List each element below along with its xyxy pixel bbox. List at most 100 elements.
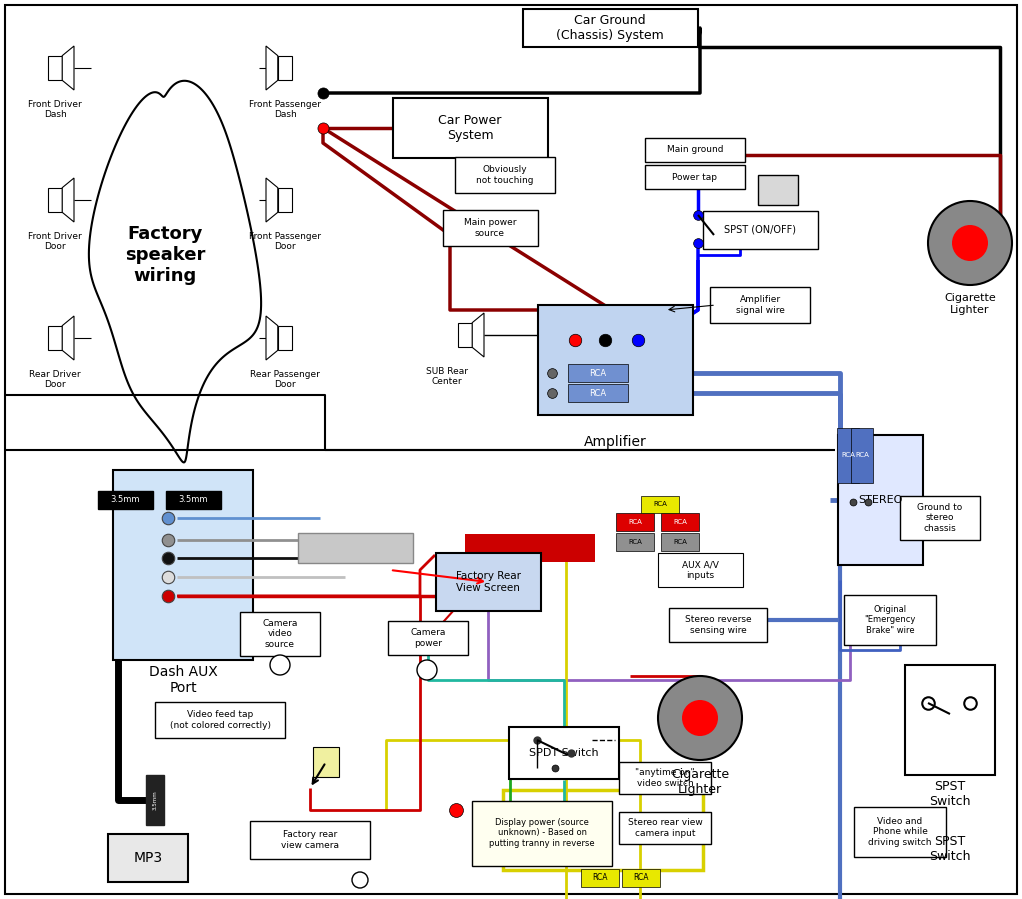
FancyBboxPatch shape bbox=[619, 812, 711, 844]
Text: AUX A/V
inputs: AUX A/V inputs bbox=[682, 560, 718, 580]
Text: Amplifier
signal wire: Amplifier signal wire bbox=[736, 295, 785, 315]
FancyBboxPatch shape bbox=[661, 533, 699, 551]
FancyBboxPatch shape bbox=[657, 553, 743, 587]
FancyBboxPatch shape bbox=[146, 775, 164, 825]
FancyBboxPatch shape bbox=[851, 428, 873, 483]
Text: SPST (ON/OFF): SPST (ON/OFF) bbox=[724, 225, 796, 235]
FancyBboxPatch shape bbox=[538, 305, 693, 415]
Text: Original
"Emergency
Brake" wire: Original "Emergency Brake" wire bbox=[865, 605, 916, 635]
Text: Ground to
stereo
chassis: Ground to stereo chassis bbox=[918, 503, 963, 533]
Text: RCA: RCA bbox=[855, 452, 869, 458]
Text: Obviously
not touching: Obviously not touching bbox=[476, 165, 533, 184]
Text: STEREO: STEREO bbox=[857, 495, 902, 505]
FancyBboxPatch shape bbox=[392, 98, 548, 158]
Bar bbox=[278, 56, 292, 80]
FancyBboxPatch shape bbox=[113, 470, 253, 660]
FancyBboxPatch shape bbox=[388, 621, 468, 655]
FancyBboxPatch shape bbox=[837, 435, 923, 565]
Bar bbox=[48, 325, 62, 351]
Text: Car Ground
(Chassis) System: Car Ground (Chassis) System bbox=[556, 14, 664, 42]
Text: Display power (source
unknown) - Based on
putting tranny in reverse: Display power (source unknown) - Based o… bbox=[490, 818, 595, 848]
Bar bbox=[48, 56, 62, 80]
Text: Main power
source: Main power source bbox=[464, 218, 516, 237]
FancyBboxPatch shape bbox=[616, 513, 654, 531]
Polygon shape bbox=[472, 313, 484, 357]
Text: Cigarette
Lighter: Cigarette Lighter bbox=[944, 293, 995, 315]
FancyBboxPatch shape bbox=[313, 747, 339, 777]
FancyBboxPatch shape bbox=[435, 553, 541, 611]
Text: RCA: RCA bbox=[593, 874, 608, 883]
Circle shape bbox=[352, 872, 368, 888]
FancyBboxPatch shape bbox=[108, 834, 188, 882]
FancyBboxPatch shape bbox=[455, 157, 555, 193]
Text: Stereo rear view
camera input: Stereo rear view camera input bbox=[628, 818, 702, 838]
FancyBboxPatch shape bbox=[568, 384, 628, 402]
Text: Rear Driver
Door: Rear Driver Door bbox=[30, 370, 81, 389]
Text: Factory rear
view camera: Factory rear view camera bbox=[281, 831, 339, 850]
FancyBboxPatch shape bbox=[97, 491, 152, 509]
Text: RCA: RCA bbox=[634, 874, 649, 883]
Text: Factory
speaker
wiring: Factory speaker wiring bbox=[125, 226, 205, 285]
Bar bbox=[458, 323, 472, 347]
Text: Front Driver
Dash: Front Driver Dash bbox=[29, 100, 82, 120]
FancyBboxPatch shape bbox=[509, 727, 619, 779]
FancyBboxPatch shape bbox=[443, 210, 538, 246]
Text: SUB Rear
Center: SUB Rear Center bbox=[426, 367, 468, 387]
Text: RCA: RCA bbox=[590, 369, 607, 378]
Circle shape bbox=[417, 660, 437, 680]
FancyBboxPatch shape bbox=[710, 287, 810, 323]
Text: SPST
Switch: SPST Switch bbox=[929, 835, 971, 863]
Text: 3.5mm: 3.5mm bbox=[178, 495, 207, 504]
Text: SPDT Switch: SPDT Switch bbox=[529, 748, 599, 758]
Text: Factory Rear
View Screen: Factory Rear View Screen bbox=[456, 571, 520, 592]
FancyBboxPatch shape bbox=[619, 762, 711, 794]
Polygon shape bbox=[266, 316, 278, 360]
Polygon shape bbox=[62, 316, 74, 360]
Circle shape bbox=[658, 676, 742, 760]
Text: Front Passenger
Dash: Front Passenger Dash bbox=[249, 100, 321, 120]
Bar bbox=[278, 325, 292, 351]
Text: Camera
video
source: Camera video source bbox=[263, 619, 297, 649]
Polygon shape bbox=[266, 46, 278, 90]
Text: Video and
Phone while
driving switch: Video and Phone while driving switch bbox=[869, 817, 932, 847]
Text: Camera
power: Camera power bbox=[410, 628, 446, 647]
FancyBboxPatch shape bbox=[645, 165, 745, 189]
Text: Front Passenger
Door: Front Passenger Door bbox=[249, 232, 321, 252]
FancyBboxPatch shape bbox=[250, 821, 370, 859]
Text: 3.5mm: 3.5mm bbox=[110, 495, 140, 504]
FancyBboxPatch shape bbox=[297, 533, 413, 563]
Text: Main ground: Main ground bbox=[666, 146, 724, 155]
Text: "anytime on"
video switch: "anytime on" video switch bbox=[636, 769, 695, 788]
FancyBboxPatch shape bbox=[837, 428, 860, 483]
Text: Stereo reverse
sensing wire: Stereo reverse sensing wire bbox=[685, 615, 751, 635]
FancyBboxPatch shape bbox=[522, 9, 697, 47]
Text: 3.5mm: 3.5mm bbox=[152, 790, 157, 810]
Bar bbox=[278, 188, 292, 212]
FancyBboxPatch shape bbox=[580, 869, 619, 887]
Text: MP3: MP3 bbox=[134, 851, 162, 865]
Text: RCA: RCA bbox=[841, 452, 855, 458]
Text: Rear Passenger
Door: Rear Passenger Door bbox=[250, 370, 320, 389]
Text: SPST
Switch: SPST Switch bbox=[929, 780, 971, 808]
Text: Video feed tap
(not colored correctly): Video feed tap (not colored correctly) bbox=[170, 710, 271, 730]
FancyBboxPatch shape bbox=[854, 807, 946, 857]
FancyBboxPatch shape bbox=[472, 800, 612, 866]
Text: Front Driver
Door: Front Driver Door bbox=[29, 232, 82, 252]
FancyBboxPatch shape bbox=[758, 175, 798, 205]
Polygon shape bbox=[62, 46, 74, 90]
Text: RCA: RCA bbox=[590, 388, 607, 397]
FancyBboxPatch shape bbox=[645, 138, 745, 162]
FancyBboxPatch shape bbox=[900, 496, 980, 540]
Polygon shape bbox=[62, 178, 74, 222]
FancyBboxPatch shape bbox=[622, 869, 660, 887]
FancyBboxPatch shape bbox=[905, 665, 995, 775]
Text: RCA: RCA bbox=[629, 539, 642, 545]
Text: RCA: RCA bbox=[629, 519, 642, 525]
Text: RCA: RCA bbox=[673, 519, 687, 525]
Text: RCA: RCA bbox=[653, 501, 667, 507]
Text: RCA: RCA bbox=[673, 539, 687, 545]
Text: Amplifier: Amplifier bbox=[584, 435, 646, 449]
Text: Car Power
System: Car Power System bbox=[438, 114, 502, 142]
Text: Power tap: Power tap bbox=[672, 173, 717, 182]
Circle shape bbox=[928, 201, 1012, 285]
